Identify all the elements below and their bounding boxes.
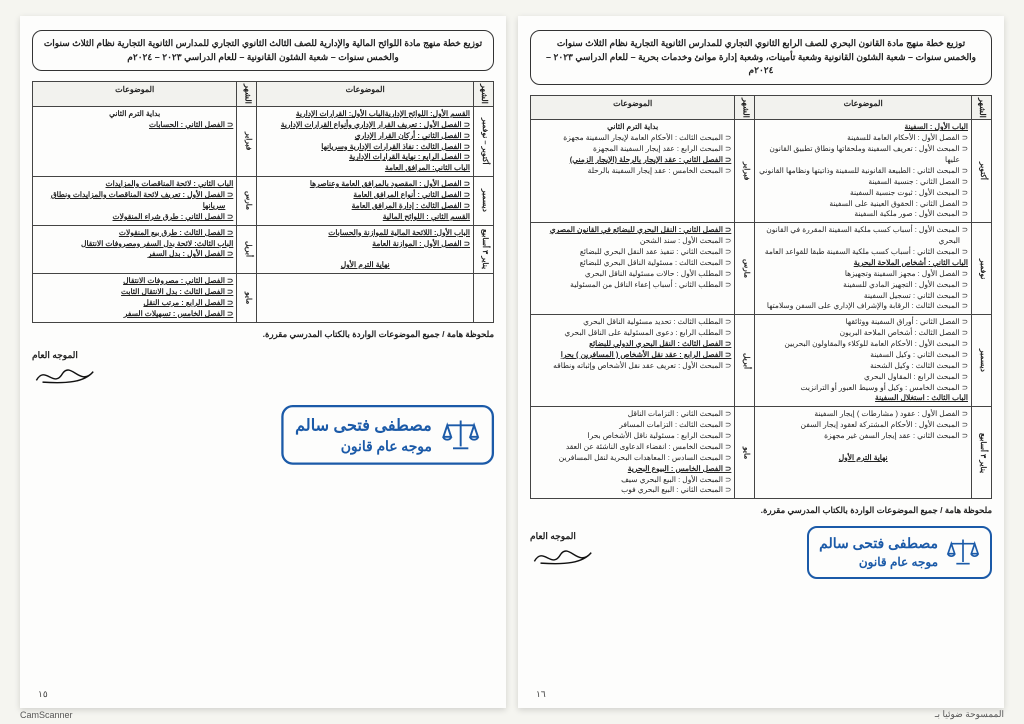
cell: المبحث الأول : أسباب كسب ملكية السفينة ا…: [755, 223, 972, 315]
cell: المبحث الثاني : التزامات الناقلالمبحث ال…: [531, 407, 735, 499]
cell: الباب الأول: اللائحة المالية للموازنة وا…: [257, 225, 474, 274]
page-right: توزيع خطة منهج مادة اللوائح المالية والإ…: [20, 16, 506, 708]
stamp-name: مصطفى فتحى سالم: [295, 414, 432, 437]
th-topics-2: الموضوعات: [531, 95, 735, 120]
cell: القسم الأول: اللوائح الإداريةالباب الأول…: [257, 106, 474, 176]
table-row: يناير ٣ أسابيعالفصل الأول : عقود ( مشارط…: [531, 407, 992, 499]
th-month-1: الشهر: [474, 82, 494, 107]
signature-area: مصطفى فتحى سالم موجه عام قانون الموجه ال…: [530, 526, 992, 578]
cell: يناير ٣ أسابيع: [474, 225, 494, 274]
cell: بداية الترم الثانيالفصل الثاني : الحسابا…: [33, 106, 237, 176]
signature-label: الموجه العام: [32, 350, 102, 361]
table-row: أكتوبرالباب الأول : السفينةالفصل الأول :…: [531, 120, 992, 223]
th-topics-2: الموضوعات: [33, 82, 237, 107]
cell: مارس: [237, 177, 257, 226]
signature-scribble: [530, 542, 600, 572]
footer-camscanner: CamScanner: [20, 710, 73, 720]
stamp-name: مصطفى فتحى سالم: [819, 534, 938, 554]
header-box: توزيع خطة منهج مادة القانون البحري للصف …: [530, 30, 992, 85]
page-number: ١٥: [38, 689, 48, 700]
header-box: توزيع خطة منهج مادة اللوائح المالية والإ…: [32, 30, 494, 71]
cell: أبريل: [735, 315, 755, 407]
cell: [257, 274, 474, 323]
th-topics-1: الموضوعات: [755, 95, 972, 120]
scales-icon: [441, 418, 480, 453]
signature-label-block: الموجه العام: [530, 531, 600, 574]
page-number: ١٦: [536, 689, 546, 700]
cell: المطلب الثالث : تحديد مسئولية الناقل الب…: [531, 315, 735, 407]
footer-scantext: الممسوحة ضوئيا بـ: [935, 709, 1004, 720]
th-month-2: الشهر: [237, 82, 257, 107]
cell: يناير ٣ أسابيع: [972, 407, 992, 499]
signature-scribble: [32, 361, 102, 391]
stamp: مصطفى فتحى سالم موجه عام قانون: [281, 405, 494, 465]
page-left: توزيع خطة منهج مادة القانون البحري للصف …: [518, 16, 1004, 708]
stamp: مصطفى فتحى سالم موجه عام قانون: [807, 526, 992, 578]
cell: مايو: [237, 274, 257, 323]
stamp-role: موجه عام قانون: [819, 554, 938, 571]
cell: الفصل الأول : عقود ( مشارطات ) إيجار الس…: [755, 407, 972, 499]
table-row: ديسمبرالفصل الثاني : أوراق السفينة ووثائ…: [531, 315, 992, 407]
cell: نوفمبر: [972, 223, 992, 315]
cell: الفصل الثاني : مصروفات الانتقالالفصل الث…: [33, 274, 237, 323]
cell: أكتوبر: [972, 120, 992, 223]
cell: فبراير: [735, 120, 755, 223]
th-topics-1: الموضوعات: [257, 82, 474, 107]
th-month-2: الشهر: [735, 95, 755, 120]
scales-icon: [946, 537, 980, 567]
cell: الباب الثاني : لائحة المناقصات والمزايدا…: [33, 177, 237, 226]
th-month-1: الشهر: [972, 95, 992, 120]
cell: بداية الترم الثانيالمبحث الثالث : الأحكا…: [531, 120, 735, 223]
table-row: يناير ٣ أسابيعالباب الأول: اللائحة المال…: [33, 225, 494, 274]
table-row: نوفمبرالمبحث الأول : أسباب كسب ملكية الس…: [531, 223, 992, 315]
note: ملحوظة هامة / جميع الموضوعات الواردة بال…: [530, 505, 992, 516]
stamp-role: موجه عام قانون: [295, 436, 432, 455]
tbody: أكتوبرالباب الأول : السفينةالفصل الأول :…: [531, 120, 992, 499]
cell: الفصل الثالث : طرق بيع المنقولاتالباب ال…: [33, 225, 237, 274]
signature-label-block: الموجه العام: [32, 350, 102, 393]
cell: [474, 274, 494, 323]
cell: أكتوبر – نوفمبر: [474, 106, 494, 176]
table-row: ديسمبرالفصل الأول : المقصود بالمرافق الع…: [33, 177, 494, 226]
signature-area: الموجه العام مصطفى فتحى سالم موجه ع: [32, 350, 494, 457]
signature-label: الموجه العام: [530, 531, 600, 542]
cell: ديسمبر: [474, 177, 494, 226]
cell: مارس: [735, 223, 755, 315]
curriculum-table: الشهر الموضوعات الشهر الموضوعات أكتوبر –…: [32, 81, 494, 323]
cell: الفصل الثاني : أوراق السفينة ووثائقهاالف…: [755, 315, 972, 407]
note: ملحوظة هامة / جميع الموضوعات الواردة بال…: [32, 329, 494, 340]
cell: الفصل الأول : المقصود بالمرافق العامة وع…: [257, 177, 474, 226]
cell: أبريل: [237, 225, 257, 274]
table-row: أكتوبر – نوفمبرالقسم الأول: اللوائح الإد…: [33, 106, 494, 176]
tbody: أكتوبر – نوفمبرالقسم الأول: اللوائح الإد…: [33, 106, 494, 322]
cell: مايو: [735, 407, 755, 499]
cell: الفصل الثاني : النقل البحري للبضائع في ا…: [531, 223, 735, 315]
table-row: مايوالفصل الثاني : مصروفات الانتقالالفصل…: [33, 274, 494, 323]
cell: فبراير: [237, 106, 257, 176]
cell: الباب الأول : السفينةالفصل الأول : الأحك…: [755, 120, 972, 223]
cell: ديسمبر: [972, 315, 992, 407]
curriculum-table: الشهر الموضوعات الشهر الموضوعات أكتوبرال…: [530, 95, 992, 500]
